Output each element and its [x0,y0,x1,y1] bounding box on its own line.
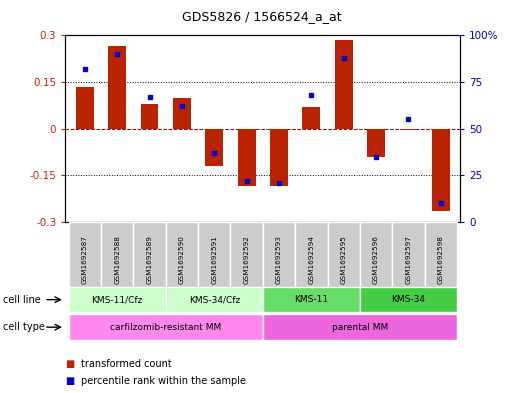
Text: GSM1692588: GSM1692588 [114,235,120,284]
Text: percentile rank within the sample: percentile rank within the sample [81,376,246,386]
Text: GSM1692591: GSM1692591 [211,235,217,284]
Bar [69,287,166,312]
Text: GSM1692589: GSM1692589 [146,235,153,284]
Bar [133,222,166,287]
Bar [166,287,263,312]
Text: cell type: cell type [3,322,44,332]
Bar [231,222,263,287]
Bar [69,222,101,287]
Bar [101,222,133,287]
Text: GSM1692594: GSM1692594 [309,235,314,284]
Bar [327,222,360,287]
Bar [392,222,425,287]
Bar [173,97,191,129]
Text: GSM1692598: GSM1692598 [438,235,444,284]
Text: GDS5826 / 1566524_a_at: GDS5826 / 1566524_a_at [181,10,342,23]
Bar [263,287,360,312]
Bar [360,287,457,312]
Bar [198,222,231,287]
Text: cell line: cell line [3,295,40,305]
Text: GSM1692593: GSM1692593 [276,235,282,284]
Bar [263,222,295,287]
Text: GSM1692590: GSM1692590 [179,235,185,284]
Bar [432,129,450,211]
Text: KMS-34: KMS-34 [391,295,425,304]
Bar [141,104,158,129]
Bar [295,222,327,287]
Text: GSM1692592: GSM1692592 [244,235,249,284]
Text: KMS-34/Cfz: KMS-34/Cfz [189,295,240,304]
Bar [335,40,353,129]
Bar [108,46,126,129]
Text: ■: ■ [65,376,75,386]
Text: ■: ■ [65,358,75,369]
Bar [302,107,320,129]
Bar [76,87,94,129]
Text: GSM1692597: GSM1692597 [405,235,412,284]
Bar [166,222,198,287]
Bar [238,129,256,186]
Bar [69,314,263,340]
Bar [400,129,417,130]
Bar [263,314,457,340]
Text: GSM1692587: GSM1692587 [82,235,88,284]
Bar [360,222,392,287]
Text: transformed count: transformed count [81,358,172,369]
Bar [367,129,385,157]
Bar [206,129,223,166]
Text: GSM1692596: GSM1692596 [373,235,379,284]
Text: GSM1692595: GSM1692595 [340,235,347,284]
Text: KMS-11/Cfz: KMS-11/Cfz [92,295,143,304]
Text: KMS-11: KMS-11 [294,295,328,304]
Bar [425,222,457,287]
Text: carfilzomib-resistant MM: carfilzomib-resistant MM [110,323,221,332]
Bar [270,129,288,186]
Text: parental MM: parental MM [332,323,388,332]
